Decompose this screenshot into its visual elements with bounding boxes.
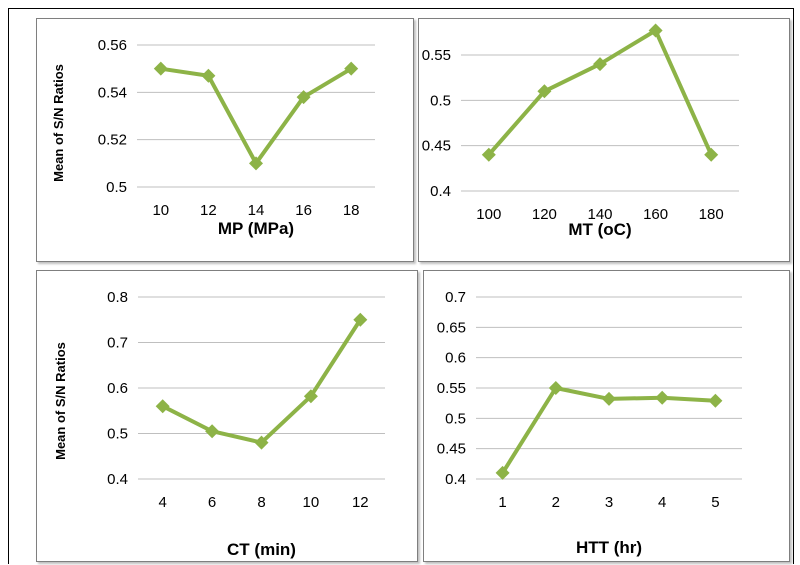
data-point-diamond	[593, 57, 607, 72]
chart-htt: 0.4 0.45 0.5 0.55 0.6 0.65 0.7 1 2 3 4 5 HTT (hr)	[437, 289, 742, 557]
y-tick-label: 0.45	[437, 441, 466, 458]
y-tick-label: 0.4	[430, 183, 451, 200]
chart-panel-htt: 0.4 0.45 0.5 0.55 0.6 0.65 0.7 1 2 3 4 5 HTT (hr)	[423, 270, 790, 562]
data-point-diamond	[205, 424, 220, 439]
x-axis-label: MP (MPa)	[218, 219, 294, 238]
data-point-diamond	[155, 399, 170, 414]
y-tick-label: 0.55	[422, 47, 451, 64]
data-point-diamond	[495, 465, 510, 480]
data-point-diamond	[704, 147, 719, 162]
x-axis-label: CT (min)	[227, 540, 296, 559]
chart-panel-mp: 0.5 0.52 0.54 0.56 10 12 14 16 18 MP (MPa) Mean of…	[36, 18, 414, 262]
y-tick-label: 0.6	[445, 350, 466, 367]
data-point-diamond	[648, 23, 663, 38]
x-tick-label: 6	[208, 494, 216, 511]
x-tick-label: 4	[159, 494, 167, 511]
chart-ct: 0.4 0.5 0.6 0.7 0.8 4 6 8 10 12 CT (min) Mean of S/…	[53, 289, 385, 559]
y-tick-label: 0.5	[107, 426, 128, 443]
chart-mt: 0.4 0.45 0.5 0.55 100 120 140 160 180 MT (oC)	[422, 23, 739, 239]
x-tick-label: 140	[587, 206, 612, 223]
y-tick-label: 0.5	[106, 179, 127, 196]
y-tick-label: 0.54	[98, 84, 127, 101]
x-tick-label: 3	[605, 494, 613, 511]
x-tick-label: 100	[476, 206, 501, 223]
y-tick-label: 0.7	[107, 335, 128, 352]
data-point-diamond	[201, 68, 216, 83]
y-tick-label: 0.8	[107, 289, 128, 306]
x-tick-label: 16	[295, 202, 312, 219]
x-tick-label: 180	[699, 206, 724, 223]
data-point-diamond	[153, 61, 168, 76]
x-tick-label: 8	[257, 494, 265, 511]
x-axis-label: MT (oC)	[568, 220, 631, 239]
chart-panel-ct: 0.4 0.5 0.6 0.7 0.8 4 6 8 10 12 CT (min) Mean of S/…	[36, 270, 418, 562]
y-tick-label: 0.56	[98, 37, 127, 54]
y-tick-label: 0.5	[445, 410, 466, 427]
x-axis-label: HTT (hr)	[576, 538, 642, 557]
data-point-diamond	[344, 61, 359, 76]
series-line-mt	[487, 28, 714, 157]
x-tick-label: 2	[552, 494, 560, 511]
data-point-diamond	[655, 390, 670, 405]
x-tick-label: 1	[498, 494, 506, 511]
data-point-diamond	[254, 435, 269, 450]
y-tick-label: 0.52	[98, 132, 127, 149]
figure-frame	[8, 8, 794, 564]
data-point-diamond	[353, 312, 368, 327]
x-tick-label: 18	[343, 202, 360, 219]
y-tick-label: 0.5	[430, 92, 451, 109]
data-point-diamond	[249, 156, 263, 171]
x-tick-label: 4	[658, 494, 666, 511]
data-point-diamond	[708, 393, 723, 408]
chart-panel-mt: 0.4 0.45 0.5 0.55 100 120 140 160 180 MT (oC)	[418, 18, 790, 262]
x-tick-label: 5	[711, 494, 719, 511]
x-tick-label: 12	[352, 494, 369, 511]
data-point-diamond	[602, 391, 616, 406]
y-tick-label: 0.45	[422, 138, 451, 155]
data-point-diamond	[303, 389, 318, 404]
data-point-diamond	[537, 84, 552, 99]
data-point-diamond	[481, 147, 496, 162]
data-point-diamond	[548, 381, 563, 395]
y-axis-label: Mean of S/N Ratios	[53, 342, 68, 460]
series-line-mp	[160, 66, 353, 166]
y-tick-label: 0.4	[445, 471, 466, 488]
y-axis-label: Mean of S/N Ratios	[51, 64, 66, 182]
x-tick-label: 10	[303, 494, 320, 511]
y-tick-label: 0.7	[445, 289, 466, 306]
x-tick-label: 12	[200, 202, 217, 219]
y-tick-label: 0.4	[107, 471, 128, 488]
y-tick-label: 0.6	[107, 380, 128, 397]
y-tick-label: 0.55	[437, 380, 466, 397]
x-tick-label: 10	[152, 202, 169, 219]
chart-mp: 0.5 0.52 0.54 0.56 10 12 14 16 18 MP (MPa) Mean of…	[51, 37, 375, 238]
x-tick-label: 14	[248, 202, 265, 219]
data-point-diamond	[296, 90, 311, 105]
series-line-ct	[161, 318, 362, 445]
y-tick-label: 0.65	[437, 319, 466, 336]
x-tick-label: 160	[643, 206, 668, 223]
x-tick-label: 120	[532, 206, 557, 223]
